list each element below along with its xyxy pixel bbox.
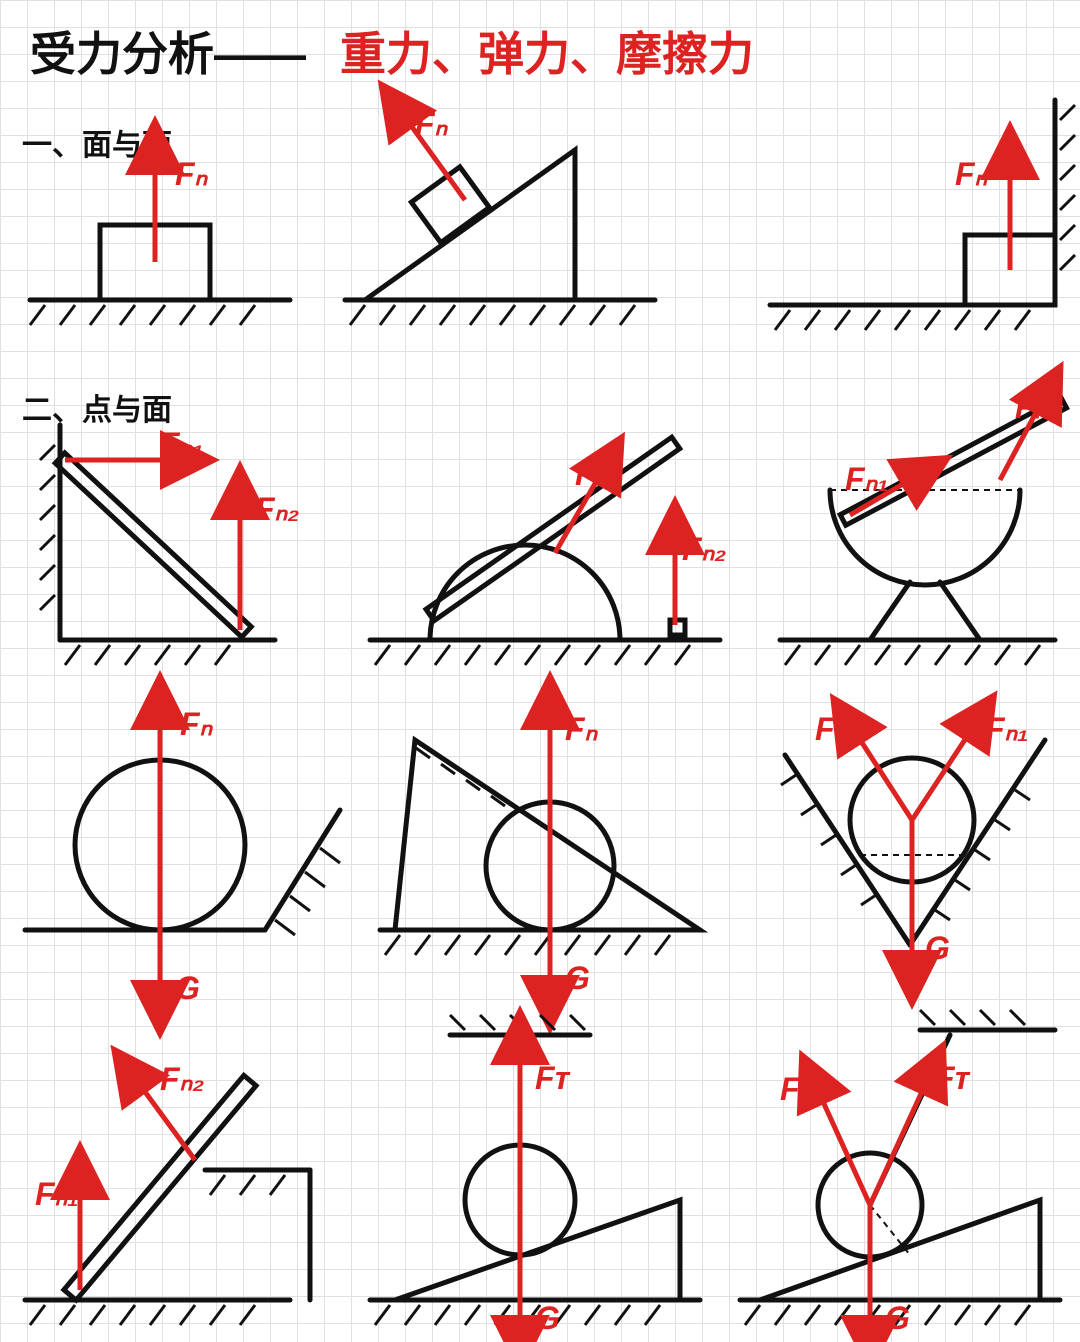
diagram-4c [0, 0, 1080, 1342]
label-4c-G: G [885, 1300, 910, 1337]
label-4c-Fn: Fₙ [780, 1070, 812, 1108]
label-4c-Ft: Fᴛ [935, 1060, 969, 1097]
